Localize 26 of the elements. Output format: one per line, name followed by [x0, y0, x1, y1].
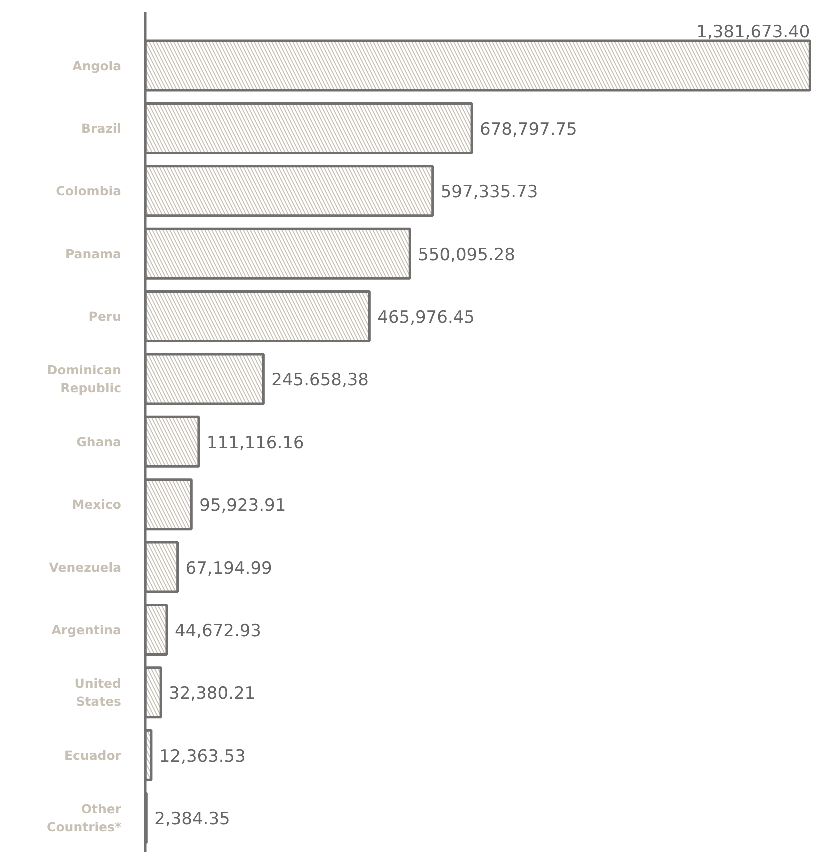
y-tick-label: Venezuela [49, 560, 122, 575]
data-label: 1,381,673.40 [696, 22, 810, 43]
data-label: 245.658,38 [272, 370, 369, 391]
data-label: 550,095.28 [418, 245, 516, 266]
y-tick-label: Dominican Republic [47, 362, 122, 396]
data-label: 465,976.45 [378, 308, 475, 328]
data-label: 12,363.53 [159, 746, 246, 767]
y-tick-label: Panama [65, 246, 122, 262]
data-label: 32,380.21 [169, 684, 256, 704]
y-tick-label: Peru [88, 309, 122, 324]
y-tick-label: Other Countries* [47, 802, 122, 835]
y-tick-label: Ecuador [64, 748, 122, 763]
y-tick-label: Angola [72, 58, 122, 74]
data-label: 67,194.99 [186, 558, 272, 579]
y-tick-label: Brazil [82, 120, 122, 136]
data-label: 95,923.91 [200, 496, 286, 516]
y-tick-label: Mexico [72, 497, 122, 512]
data-label: 2,384.35 [154, 810, 230, 830]
data-label: 44,672.93 [174, 621, 262, 642]
y-tick-label: United States [74, 676, 122, 710]
data-label: 678,797.75 [480, 120, 578, 140]
y-tick-label: Colombia [56, 184, 122, 199]
y-tick-label: Ghana [76, 434, 122, 450]
y-tick-label: Argentina [52, 622, 122, 638]
data-label: 597,335.73 [440, 182, 538, 203]
data-label: 111,116.16 [206, 433, 304, 454]
